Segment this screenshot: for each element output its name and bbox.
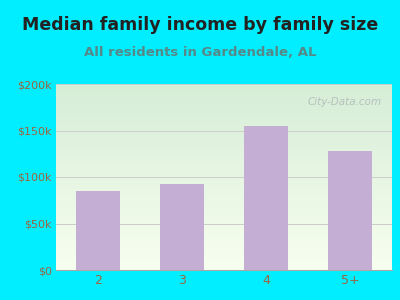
Text: Median family income by family size: Median family income by family size [22, 16, 378, 34]
Bar [76, 191, 120, 270]
Text: City-Data.com: City-Data.com [308, 97, 382, 107]
Bar [160, 184, 204, 270]
Text: All residents in Gardendale, AL: All residents in Gardendale, AL [84, 46, 316, 59]
Bar [328, 151, 372, 270]
Bar [244, 126, 288, 270]
